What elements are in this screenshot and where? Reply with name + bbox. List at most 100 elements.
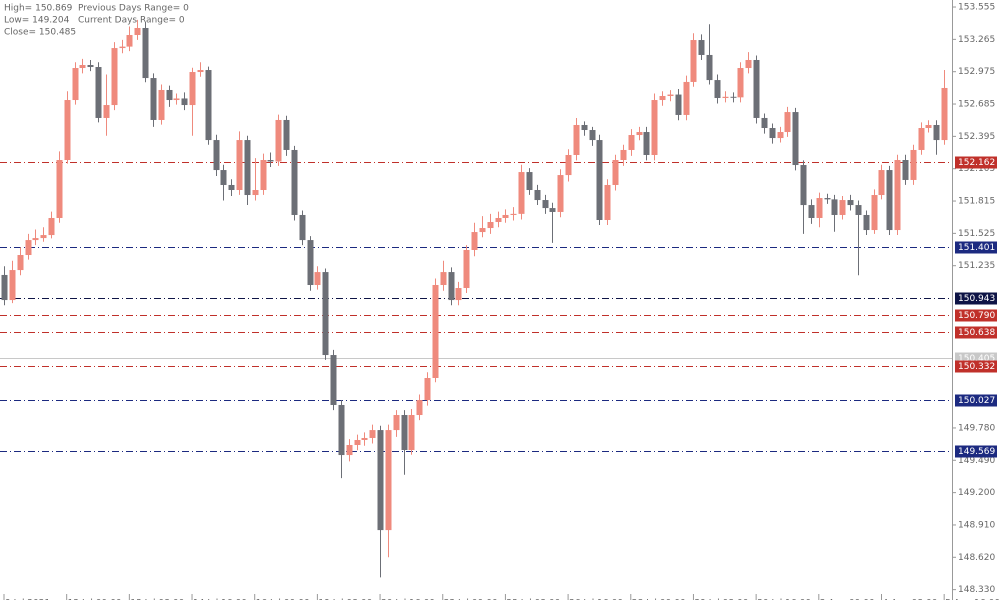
candle-body: [643, 132, 650, 155]
level-label-box: [955, 360, 997, 373]
candle-body: [761, 117, 768, 129]
candle-body: [440, 272, 447, 286]
candle-body: [134, 27, 141, 36]
y-tick-label: 149.490: [958, 456, 995, 466]
x-tick-label: 23 Jul 08:00: [506, 599, 560, 600]
candle-body: [142, 27, 149, 79]
candle-body: [283, 119, 290, 150]
candle-body: [753, 59, 760, 118]
candle-body: [941, 87, 948, 141]
candle-body: [150, 78, 157, 120]
candle-body: [448, 272, 455, 301]
candle-body: [510, 213, 517, 215]
candle-body: [933, 124, 940, 141]
candle-body: [307, 240, 314, 286]
level-label: 150.405: [958, 354, 995, 364]
y-tick-label: 153.265: [958, 35, 995, 45]
candle-body: [189, 72, 196, 106]
level-label-box: [955, 292, 997, 305]
candle-body: [56, 160, 63, 218]
candle-body: [166, 89, 173, 101]
x-tick-label: 20 Jul 16:00: [381, 599, 435, 600]
y-tick-label: 151.525: [958, 229, 995, 239]
candle-body: [322, 272, 329, 356]
x-tick-label: 9 Jul 2021: [5, 599, 50, 600]
candle-body: [361, 437, 368, 440]
candle-body: [408, 415, 415, 451]
candle-body: [620, 149, 627, 161]
candle-body: [87, 65, 94, 68]
candle-body: [800, 165, 807, 206]
candle-body: [25, 240, 32, 256]
level-label: 151.401: [958, 243, 995, 253]
x-tick-label: 13 Jul 08:00: [130, 599, 184, 600]
candle-body: [604, 184, 611, 220]
candle-body: [158, 89, 165, 120]
x-tick-label: 29 Jul 08:00: [694, 599, 748, 600]
candle-body: [612, 160, 619, 185]
candle-body: [706, 54, 713, 81]
candle-body: [401, 415, 408, 451]
candle-body: [651, 100, 658, 155]
candle-body: [784, 112, 791, 133]
candle-body: [824, 198, 831, 200]
candle-body: [181, 98, 188, 106]
info-prev-range: Previous Days Range= 0: [78, 4, 189, 14]
x-tick-label: 28 Jul 00:00: [632, 599, 686, 600]
candle-body: [769, 128, 776, 139]
candle-body: [526, 172, 533, 191]
candle-body: [32, 238, 39, 241]
candle-body: [534, 190, 541, 201]
candle-body: [236, 140, 243, 191]
candle-body: [220, 170, 227, 185]
x-tick-label: 30 Jul 16:00: [757, 599, 811, 600]
candle-body: [197, 70, 204, 73]
candle-body: [424, 377, 431, 401]
candle-body: [667, 94, 674, 97]
candle-body: [589, 130, 596, 141]
candle-body: [839, 200, 846, 215]
candle-body: [698, 40, 705, 55]
y-tick-label: 152.975: [958, 67, 995, 77]
candle-body: [72, 68, 79, 101]
candle-body: [205, 70, 212, 141]
candle-body: [690, 40, 697, 82]
candle-body: [502, 214, 509, 218]
candle-body: [338, 404, 345, 456]
candle-body: [228, 184, 235, 191]
y-tick-label: 148.330: [958, 585, 995, 595]
candle-body: [573, 124, 580, 155]
candle-body: [1, 274, 8, 301]
level-label: 149.569: [958, 447, 995, 457]
candle-body: [9, 270, 16, 301]
candle-body: [330, 355, 337, 405]
candle-body: [557, 175, 564, 212]
candle-body: [79, 65, 86, 69]
candle-body: [252, 190, 259, 196]
candle-body: [722, 96, 729, 99]
candle-body: [863, 214, 870, 231]
candle-body: [777, 132, 784, 139]
candle-body: [111, 48, 118, 106]
candle-body: [40, 235, 47, 239]
candle-body: [267, 160, 274, 162]
candle-body: [173, 98, 180, 101]
candle-body: [925, 124, 932, 129]
candle-body: [745, 59, 752, 69]
candle-body: [260, 160, 267, 191]
x-tick-label: 26 Jul 16:00: [569, 599, 623, 600]
candle-body: [17, 255, 24, 271]
level-label: 152.162: [958, 158, 995, 168]
candle-body: [894, 160, 901, 231]
candle-body: [549, 208, 556, 212]
candle-body: [64, 100, 71, 161]
candle-body: [471, 232, 478, 250]
candle-body: [918, 128, 925, 150]
candle-body: [636, 132, 643, 136]
candle-body: [847, 200, 854, 206]
y-tick-label: 148.620: [958, 553, 995, 563]
y-tick-label: 152.685: [958, 100, 995, 110]
candle-body: [346, 445, 353, 456]
